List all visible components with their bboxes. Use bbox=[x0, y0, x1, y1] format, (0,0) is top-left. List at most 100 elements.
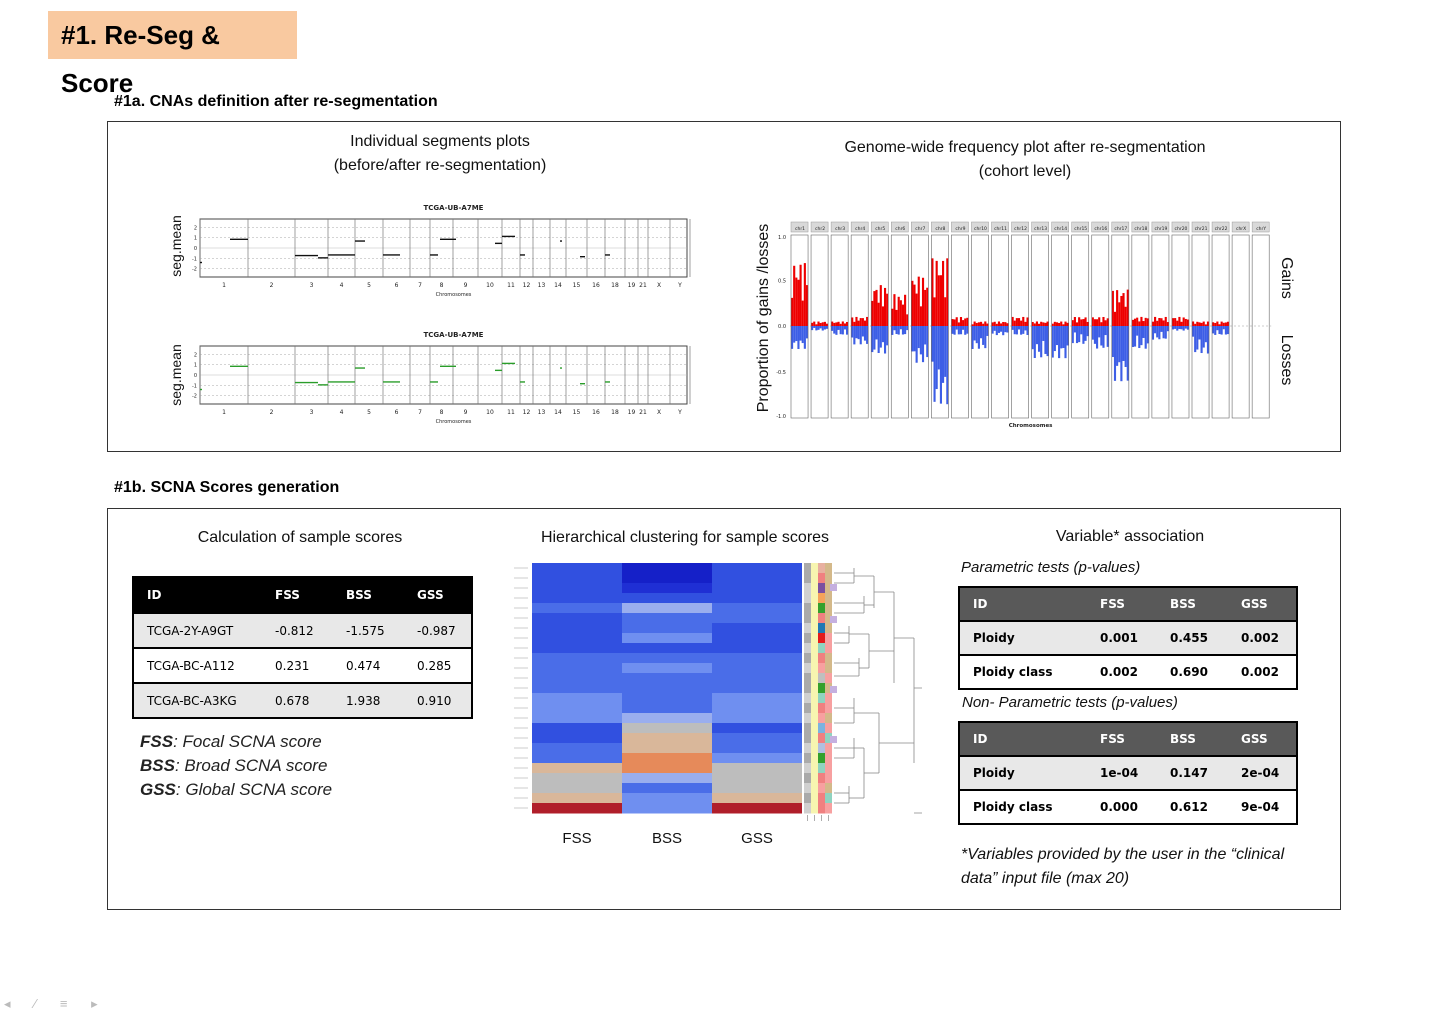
heatmap-cell bbox=[712, 713, 802, 724]
loss-bar bbox=[1131, 326, 1134, 348]
annotation-cell bbox=[825, 573, 832, 584]
table-cell: 1.938 bbox=[333, 682, 404, 718]
table-cell: 0.002 bbox=[1087, 654, 1157, 689]
annotation-cell bbox=[825, 783, 832, 794]
seg-chrom-tick: 7 bbox=[418, 409, 422, 416]
footnote-line-2: data” input file (max 20) bbox=[961, 870, 1130, 887]
annotation-cell bbox=[818, 563, 825, 574]
loss-bar bbox=[863, 326, 867, 341]
scores-header-fss: FSS bbox=[262, 577, 333, 613]
annotation-cell bbox=[818, 643, 825, 654]
freq-chrom-strip bbox=[850, 221, 869, 233]
annotation-cell bbox=[811, 663, 818, 674]
annotation-cell bbox=[818, 623, 825, 634]
gain-bar bbox=[1073, 317, 1076, 326]
annotation-cell bbox=[811, 583, 818, 594]
freq-chrom-label: chr5 bbox=[875, 226, 885, 232]
freq-chrom-strip bbox=[891, 221, 909, 233]
gain-bar bbox=[1212, 322, 1215, 326]
gain-bar bbox=[833, 322, 836, 326]
loss-bar bbox=[1146, 326, 1149, 344]
annotation-cell bbox=[811, 603, 818, 614]
annotation-cell bbox=[804, 743, 811, 754]
loss-bar bbox=[1091, 326, 1094, 340]
gain-bar bbox=[813, 321, 816, 326]
gain-bar bbox=[1186, 319, 1189, 326]
gain-bar bbox=[843, 323, 847, 326]
freq-chrom-panel bbox=[810, 234, 829, 419]
annotation-cell bbox=[818, 633, 825, 644]
loss-bar bbox=[1124, 326, 1127, 367]
loss-bar bbox=[984, 326, 987, 349]
heatmap-cell bbox=[532, 783, 622, 794]
annotation-cell bbox=[825, 593, 832, 604]
annotation-cell bbox=[818, 713, 825, 724]
annotation-cell bbox=[818, 743, 825, 754]
seg-ytick: 1 bbox=[194, 236, 197, 242]
freq-chrom-panel bbox=[1011, 234, 1029, 419]
freq-chrom-strip bbox=[1071, 221, 1090, 233]
slide-nav-controls[interactable]: ◂ ⁄ ≡ ▸ bbox=[4, 996, 108, 1011]
loss-bar bbox=[931, 326, 934, 362]
freq-chrom-panel bbox=[870, 234, 889, 419]
loss-bar bbox=[986, 326, 989, 336]
loss-bar bbox=[919, 326, 922, 355]
heatmap-cell bbox=[622, 593, 712, 604]
annotation-cell bbox=[804, 633, 811, 644]
gain-bar bbox=[926, 287, 929, 326]
gain-bar bbox=[1206, 321, 1210, 326]
loss-bar bbox=[1200, 326, 1203, 354]
annotation-cell bbox=[804, 773, 811, 784]
loss-bar bbox=[797, 326, 800, 349]
loss-bar bbox=[1060, 326, 1063, 349]
gain-bar bbox=[866, 316, 869, 326]
freq-chrom-strip bbox=[1151, 221, 1170, 233]
loss-bar bbox=[815, 326, 818, 331]
heatmap-cell bbox=[712, 633, 802, 644]
gain-bar bbox=[986, 323, 989, 326]
heatmap-cell bbox=[532, 593, 622, 604]
loss-bar bbox=[1084, 326, 1087, 341]
heatmap-cell bbox=[712, 583, 802, 594]
loss-bar bbox=[993, 326, 996, 331]
gain-bar bbox=[993, 321, 996, 326]
gain-bar bbox=[1154, 316, 1157, 326]
gain-bar bbox=[1226, 321, 1230, 326]
annotation-cell bbox=[818, 723, 825, 734]
gain-bar bbox=[1124, 306, 1127, 326]
freq-chrom-label: chr4 bbox=[855, 226, 865, 232]
loss-bar bbox=[1151, 326, 1155, 340]
annotation-cell bbox=[811, 793, 818, 804]
gain-bar bbox=[1035, 321, 1038, 326]
seg-plot-title: TCGA-UB-A7ME bbox=[424, 204, 484, 212]
seg-ytick: 2 bbox=[194, 226, 197, 232]
loss-bar bbox=[1174, 326, 1177, 329]
gain-bar bbox=[946, 258, 949, 326]
gain-bar bbox=[863, 320, 867, 326]
nonparam-header-id: ID bbox=[959, 722, 1087, 756]
seg-chrom-tick: 16 bbox=[592, 409, 600, 416]
loss-bar bbox=[877, 326, 880, 354]
loss-bar bbox=[917, 326, 920, 349]
heatmap-cell bbox=[712, 673, 802, 684]
table-cell: Ploidy bbox=[959, 620, 1087, 655]
loss-bar bbox=[899, 326, 902, 330]
gain-bar bbox=[913, 284, 916, 326]
loss-bar bbox=[1080, 326, 1083, 335]
legend-abbr: BSS bbox=[140, 756, 175, 775]
gain-bar bbox=[904, 294, 907, 326]
gain-bar bbox=[1062, 324, 1065, 326]
freq-chrom-label: chr18 bbox=[1134, 226, 1147, 232]
loss-bar bbox=[1144, 326, 1147, 349]
gain-bar bbox=[861, 318, 864, 326]
gain-bar bbox=[877, 302, 880, 326]
gain-bar bbox=[1006, 323, 1009, 326]
freq-chrom-strip bbox=[1091, 221, 1110, 233]
gain-bar bbox=[1178, 316, 1181, 326]
seg-chrom-tick: 11 bbox=[507, 409, 515, 416]
gain-bar bbox=[819, 322, 822, 326]
seg-caption: Individual segments plots (before/after … bbox=[300, 130, 580, 178]
loss-bar bbox=[1194, 326, 1197, 353]
loss-bar bbox=[1196, 326, 1199, 350]
gain-bar bbox=[837, 321, 840, 326]
